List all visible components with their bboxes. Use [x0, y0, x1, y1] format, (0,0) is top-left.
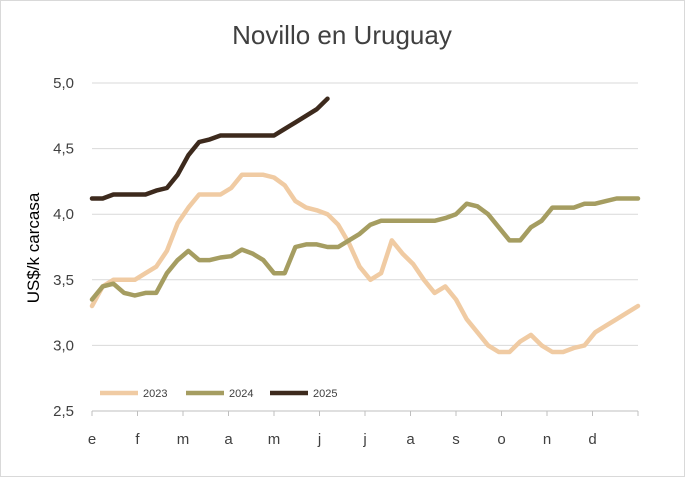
x-tick-label: m	[268, 431, 281, 448]
y-tick-label: 4,0	[53, 206, 74, 223]
y-axis-label: US$/k carcasa	[24, 192, 43, 303]
x-tick-label: j	[362, 431, 366, 448]
x-tick-label: n	[543, 431, 551, 448]
x-tick-label: e	[88, 431, 96, 448]
y-tick-label: 5,0	[53, 75, 74, 92]
y-tick-labels: 2,5 3,0 3,5 4,0 4,5 5,0	[53, 75, 74, 420]
x-tick-label: a	[224, 431, 233, 448]
y-tick-label: 3,5	[53, 272, 74, 289]
y-tick-label: 4,5	[53, 141, 74, 158]
y-tick-label: 2,5	[53, 403, 74, 420]
x-tick-label: m	[177, 431, 190, 448]
gridlines	[92, 82, 638, 412]
series-line-2024	[89, 196, 641, 302]
y-tick-label: 3,0	[53, 337, 74, 354]
legend-label-2023: 2023	[143, 388, 167, 400]
series-line-2025	[89, 96, 330, 201]
legend-label-2025: 2025	[313, 388, 337, 400]
x-tick-label: a	[406, 431, 415, 448]
series-line-2023	[89, 172, 641, 355]
x-tick-label: f	[135, 431, 140, 448]
chart-title: Novillo en Uruguay	[232, 20, 452, 50]
x-tick-label: s	[452, 431, 460, 448]
series-lines	[89, 96, 641, 355]
x-tick-label: j	[317, 431, 321, 448]
legend-label-2024: 2024	[229, 388, 253, 400]
x-tick-label: d	[588, 431, 596, 448]
x-tick-label: o	[497, 431, 505, 448]
legend: 2023 2024 2025	[100, 388, 337, 400]
